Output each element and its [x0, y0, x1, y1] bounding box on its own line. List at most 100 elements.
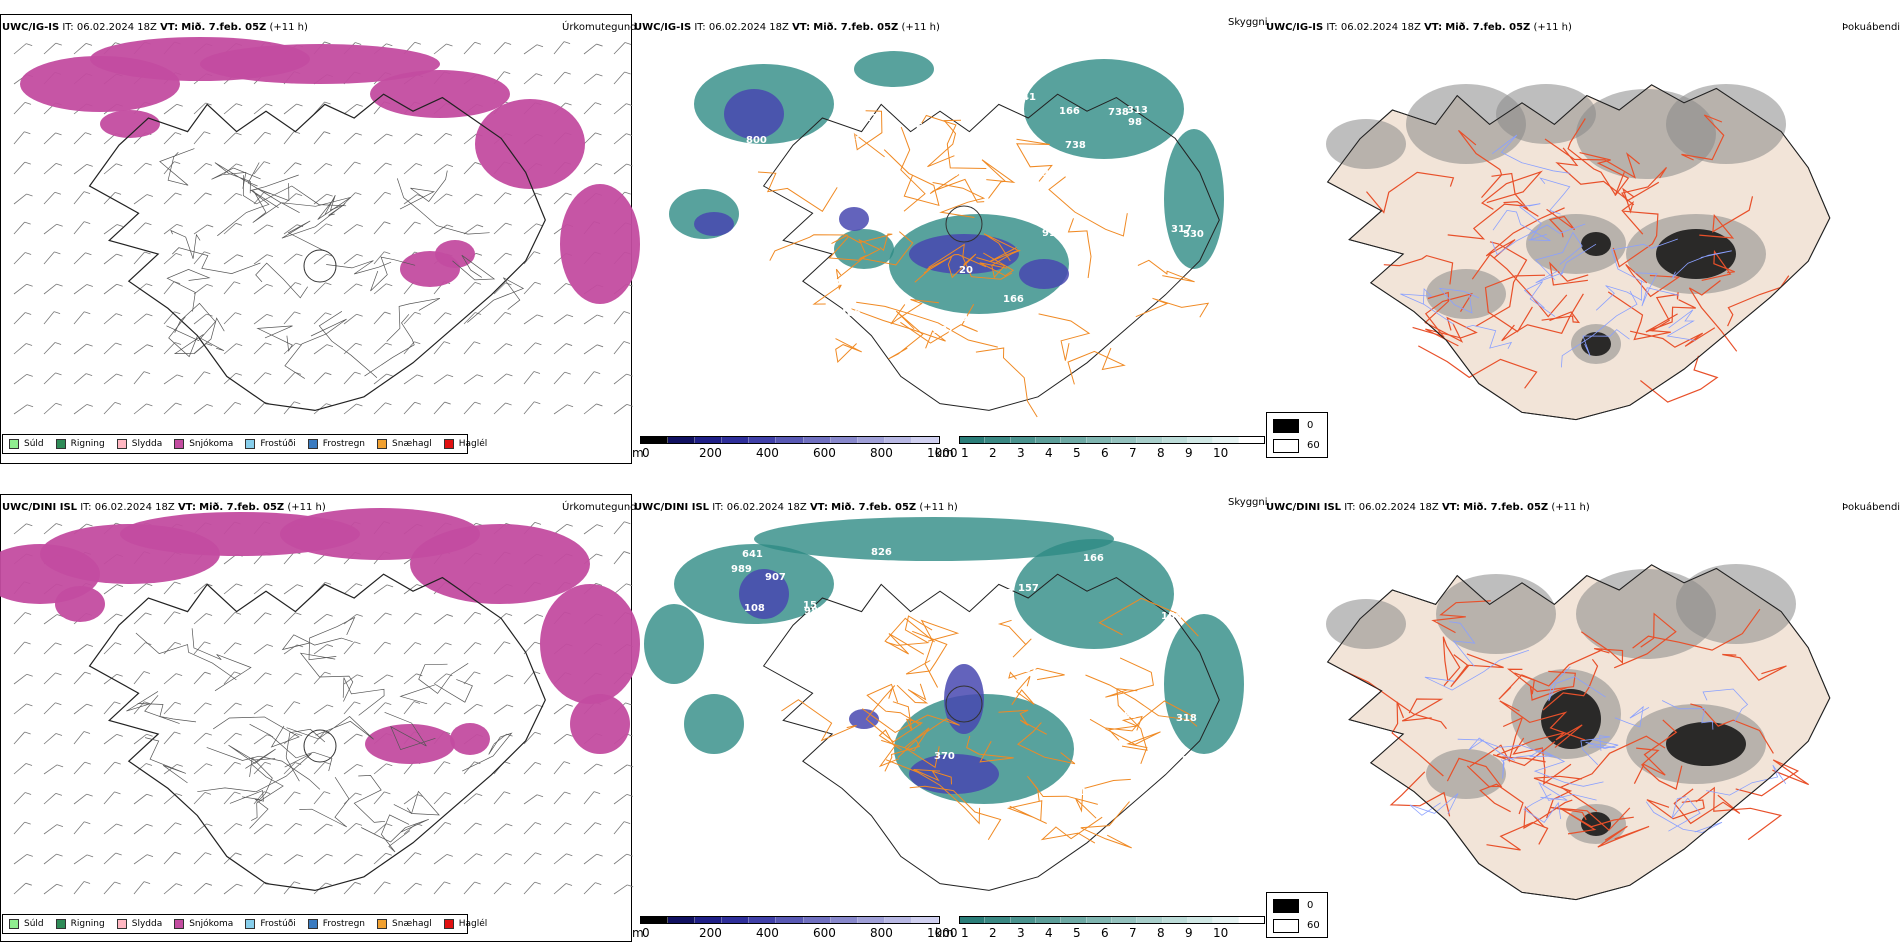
wind-barb: [296, 854, 304, 857]
cloud-visibility-map: 907 986 137 540 157 641 546 246 826 15 370 27 87 426 2…: [644, 517, 1244, 891]
legend-item: Haglél: [443, 439, 487, 449]
wind-barb: [204, 371, 211, 375]
wind-barb: [283, 791, 295, 805]
road-line: [1645, 801, 1723, 833]
wind-barb: [433, 614, 448, 625]
wind-barb: [523, 881, 536, 895]
snow-area: [475, 99, 585, 189]
wind-barb: [55, 792, 63, 796]
wind-barb: [295, 342, 302, 346]
visibility-value-label: 71: [1144, 205, 1158, 216]
colorbar-cell: [1061, 917, 1087, 923]
wind-barb: [386, 133, 393, 137]
road-line: [399, 679, 473, 705]
wind-barb: [296, 644, 304, 648]
road-line: [324, 195, 345, 216]
wind-barb: [384, 881, 391, 885]
road-line: [1645, 299, 1696, 333]
wind-barb: [534, 731, 542, 735]
wind-barb: [523, 281, 536, 295]
wind-barb: [507, 704, 514, 708]
wind-barb: [624, 42, 632, 45]
wind-barb: [403, 612, 416, 625]
wind-barb: [493, 282, 506, 295]
road-line: [1613, 612, 1677, 669]
road-line: [308, 616, 356, 661]
visibility-value-label: 41: [1022, 92, 1036, 103]
wind-barb: [566, 523, 573, 527]
road-line: [1607, 291, 1671, 341]
road-line: [1614, 705, 1650, 728]
colorbar-cell: [776, 917, 804, 923]
wind-barb: [24, 612, 32, 615]
visibility-colorbar-bottom: km 1 2 3 4 5 6 7 8 9 10: [935, 916, 1267, 942]
road-line: [886, 615, 933, 646]
wind-barb: [133, 162, 147, 175]
wind-barb: [505, 192, 512, 196]
road-line: [1447, 203, 1539, 240]
wind-barb: [356, 613, 363, 617]
wind-barb: [43, 764, 58, 775]
colorbar-cell: [1238, 437, 1264, 443]
wind-barb: [463, 312, 476, 325]
wind-barb: [623, 341, 631, 344]
fog-key-black-swatch: [1273, 899, 1299, 913]
fog-area: [1326, 599, 1406, 649]
wind-barb: [565, 883, 573, 886]
road-line: [1391, 701, 1444, 777]
wind-barb: [385, 402, 392, 406]
visibility-value-label: 98: [1128, 117, 1142, 128]
wind-barb: [416, 794, 424, 797]
road-line: [781, 699, 857, 742]
wind-barb: [13, 102, 26, 115]
road-line: [1480, 739, 1553, 757]
precip-type-panel-bottom: [0, 494, 632, 942]
road-line: [126, 691, 164, 717]
road-line: [913, 769, 952, 785]
wind-barb: [623, 311, 631, 314]
visibility-value-label: 299: [1117, 710, 1138, 721]
wind-barb: [296, 193, 303, 196]
legend-swatch: [55, 919, 66, 929]
fog-key-black-label: 0: [1307, 900, 1314, 911]
wind-barb: [343, 224, 358, 235]
legend-item: Rigning: [55, 439, 105, 449]
wind-barb: [433, 822, 446, 835]
wind-barb: [463, 374, 478, 385]
wind-barb: [235, 732, 242, 736]
wind-barb: [493, 252, 507, 265]
road-line: [1507, 668, 1576, 693]
wind-barb: [25, 343, 33, 346]
road-line: [255, 262, 308, 299]
wind-barb: [73, 731, 85, 745]
wind-barb: [43, 642, 56, 655]
wind-barb: [55, 132, 62, 136]
wind-barb: [343, 764, 358, 775]
wind-barb: [43, 42, 57, 55]
colorbar-cell: [668, 437, 696, 443]
wind-barb: [253, 131, 266, 145]
wind-barb: [205, 192, 212, 196]
header-cloud-top: UWC/IG-IS IT: 06.02.2024 18Z VT: Mið. 7.…: [634, 22, 940, 33]
road-line: [975, 347, 1038, 418]
wind-barb: [115, 642, 122, 645]
wind-barb: [103, 613, 117, 625]
wind-barb: [384, 311, 391, 315]
wind-barb: [626, 583, 633, 587]
wind-barb: [313, 163, 327, 175]
wind-barb: [583, 102, 596, 115]
wind-barb: [283, 253, 297, 265]
road-line: [217, 189, 279, 237]
road-line: [214, 162, 258, 194]
low-visibility-area: [1024, 59, 1184, 159]
colorbar-cell: [668, 917, 696, 923]
colorbar-cell: [1035, 437, 1062, 443]
wind-barb: [193, 371, 205, 385]
wind-barb: [133, 344, 148, 355]
wind-barb: [223, 402, 236, 415]
wind-barb: [114, 401, 122, 405]
colorbar-cell: [1111, 917, 1138, 923]
road-line: [1640, 355, 1719, 403]
wind-barb: [384, 791, 391, 795]
road-line: [888, 310, 924, 360]
